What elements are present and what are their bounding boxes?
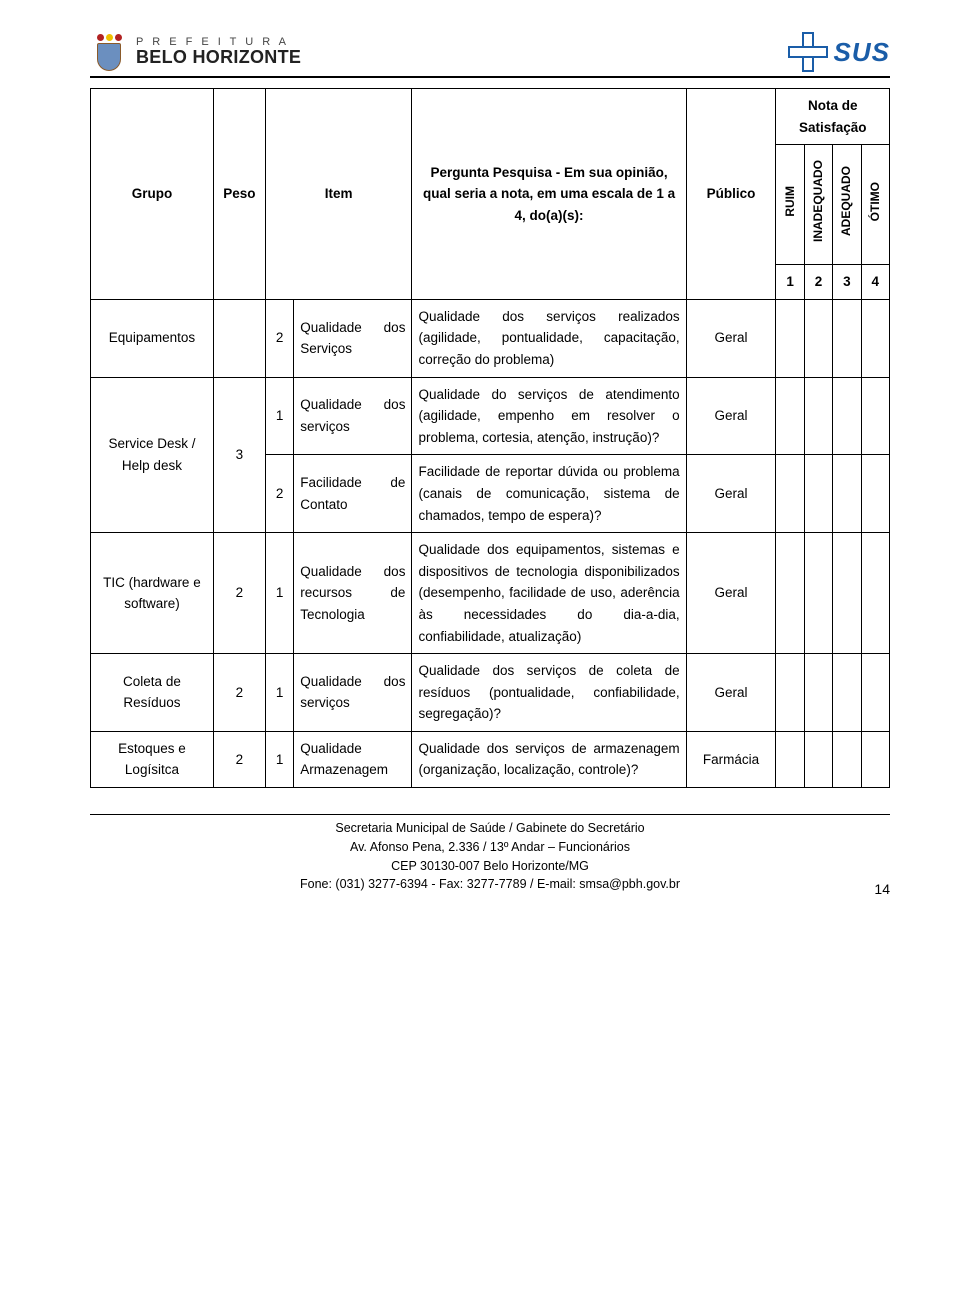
page-header: P R E F E I T U R A BELO HORIZONTE SUS	[90, 30, 890, 78]
header-left-logo: P R E F E I T U R A BELO HORIZONTE	[90, 30, 301, 74]
cell-grupo: Estoques e Logísitca	[91, 731, 214, 787]
table-row: Estoques e Logísitca 2 1 Qualidade Armaz…	[91, 731, 890, 787]
cell-pergunta: Facilidade de reportar dúvida ou problem…	[412, 455, 686, 533]
cell-grupo: TIC (hardware e software)	[91, 533, 214, 654]
th-escala-otimo: ÓTIMO	[861, 145, 889, 265]
cell-grupo: Coleta de Resíduos	[91, 654, 214, 732]
satisfaction-table: Grupo Peso Item Pergunta Pesquisa - Em s…	[90, 88, 890, 788]
cell-publico: Geral	[686, 533, 776, 654]
cell-score	[776, 455, 804, 533]
cell-grupo: Equipamentos	[91, 299, 214, 377]
cell-item-name: Qualidade Armazenagem	[294, 731, 412, 787]
cell-publico: Farmácia	[686, 731, 776, 787]
cell-peso: 2	[213, 654, 265, 732]
cell-score	[861, 731, 889, 787]
table-header-row: Grupo Peso Item Pergunta Pesquisa - Em s…	[91, 89, 890, 145]
cell-score	[776, 299, 804, 377]
cell-score	[861, 654, 889, 732]
cell-pergunta: Qualidade dos serviços realizados (agili…	[412, 299, 686, 377]
cell-score	[804, 654, 832, 732]
table-row: Service Desk / Help desk 3 1 Qualidade d…	[91, 377, 890, 455]
table-row: Coleta de Resíduos 2 1 Qualidade dos ser…	[91, 654, 890, 732]
cell-score	[861, 455, 889, 533]
th-nota: Nota de Satisfação	[776, 89, 890, 145]
footer-line2: Av. Afonso Pena, 2.336 / 13º Andar – Fun…	[90, 838, 890, 857]
th-grupo: Grupo	[91, 89, 214, 300]
cell-item-peso: 1	[265, 731, 293, 787]
cell-peso: 2	[213, 731, 265, 787]
footer-line1: Secretaria Municipal de Saúde / Gabinete…	[90, 819, 890, 838]
cell-score	[833, 654, 861, 732]
cell-score	[833, 377, 861, 455]
cell-item-name: Qualidade dos serviços	[294, 654, 412, 732]
cell-score	[804, 455, 832, 533]
table-row: Equipamentos 2 Qualidade dos Serviços Qu…	[91, 299, 890, 377]
cell-item-name: Qualidade dos serviços	[294, 377, 412, 455]
page-footer: Secretaria Municipal de Saúde / Gabinete…	[90, 814, 890, 894]
coat-of-arms-icon	[90, 30, 128, 74]
cell-score	[861, 533, 889, 654]
page-container: P R E F E I T U R A BELO HORIZONTE SUS G…	[0, 0, 960, 914]
th-num-4: 4	[861, 265, 889, 300]
cell-score	[804, 377, 832, 455]
th-num-3: 3	[833, 265, 861, 300]
cell-pergunta: Qualidade dos equipamentos, sistemas e d…	[412, 533, 686, 654]
th-peso: Peso	[213, 89, 265, 300]
cell-score	[776, 654, 804, 732]
cell-grupo: Service Desk / Help desk	[91, 377, 214, 533]
sus-text: SUS	[834, 37, 890, 68]
cell-score	[861, 299, 889, 377]
sus-logo: SUS	[788, 32, 890, 72]
th-item: Item	[265, 89, 412, 300]
th-escala-ruim: RUIM	[776, 145, 804, 265]
cell-item-name: Qualidade dos Serviços	[294, 299, 412, 377]
cell-pergunta: Qualidade dos serviços de armazenagem (o…	[412, 731, 686, 787]
cell-score	[804, 533, 832, 654]
page-number: 14	[874, 879, 890, 900]
cell-score	[833, 731, 861, 787]
cell-score	[804, 731, 832, 787]
cell-score	[833, 455, 861, 533]
cell-score	[804, 299, 832, 377]
th-num-2: 2	[804, 265, 832, 300]
prefeitura-line2: BELO HORIZONTE	[136, 48, 301, 67]
cell-score	[776, 533, 804, 654]
cell-item-peso: 1	[265, 654, 293, 732]
footer-line4: Fone: (031) 3277-6394 - Fax: 3277-7789 /…	[90, 875, 890, 894]
th-escala-inadequado: INADEQUADO	[804, 145, 832, 265]
cell-pergunta: Qualidade do serviços de atendimento (ag…	[412, 377, 686, 455]
cell-publico: Geral	[686, 455, 776, 533]
cell-peso: 2	[213, 533, 265, 654]
th-num-1: 1	[776, 265, 804, 300]
cell-item-peso: 2	[265, 299, 293, 377]
table-row: TIC (hardware e software) 2 1 Qualidade …	[91, 533, 890, 654]
cell-publico: Geral	[686, 377, 776, 455]
cell-item-peso: 1	[265, 533, 293, 654]
cell-score	[861, 377, 889, 455]
cell-score	[833, 533, 861, 654]
cell-item-name: Qualidade dos recursos de Tecnologia	[294, 533, 412, 654]
sus-cross-icon	[788, 32, 828, 72]
cell-publico: Geral	[686, 299, 776, 377]
cell-item-name: Facilidade de Contato	[294, 455, 412, 533]
th-publico: Público	[686, 89, 776, 300]
cell-peso: 3	[213, 377, 265, 533]
cell-peso	[213, 299, 265, 377]
cell-score	[776, 731, 804, 787]
cell-pergunta: Qualidade dos serviços de coleta de resí…	[412, 654, 686, 732]
cell-score	[833, 299, 861, 377]
cell-item-peso: 2	[265, 455, 293, 533]
th-escala-adequado: ADEQUADO	[833, 145, 861, 265]
footer-line3: CEP 30130-007 Belo Horizonte/MG	[90, 857, 890, 876]
cell-item-peso: 1	[265, 377, 293, 455]
th-pergunta: Pergunta Pesquisa - Em sua opinião, qual…	[412, 89, 686, 300]
prefeitura-text: P R E F E I T U R A BELO HORIZONTE	[136, 37, 301, 67]
cell-score	[776, 377, 804, 455]
cell-publico: Geral	[686, 654, 776, 732]
